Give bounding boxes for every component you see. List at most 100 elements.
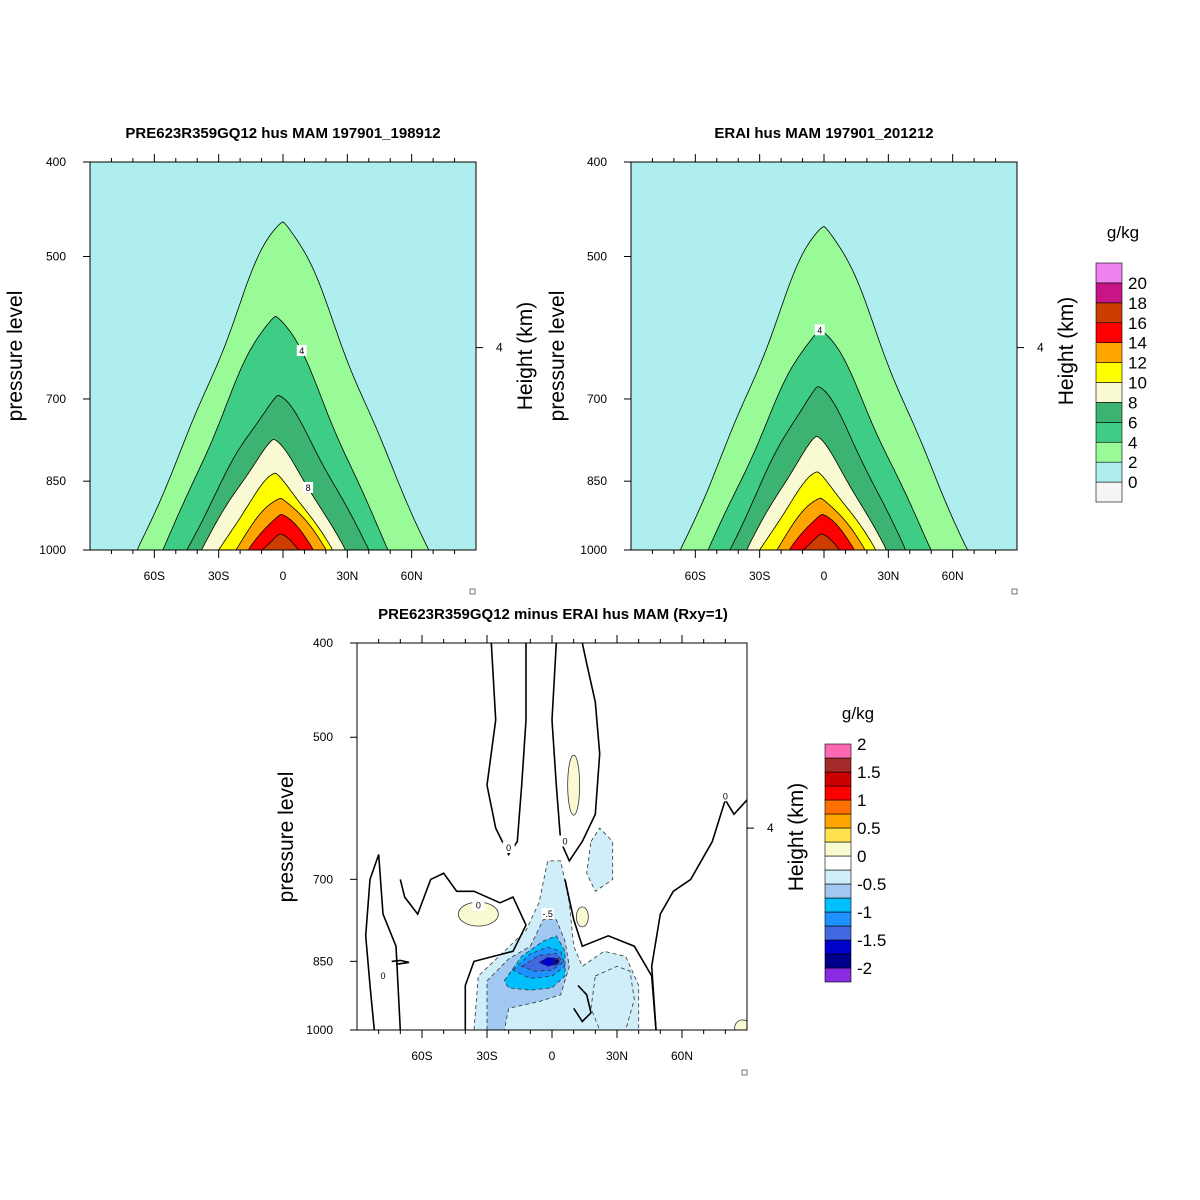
- contour-fill--0.25: [590, 965, 635, 1030]
- contour-label-bg: [377, 970, 389, 982]
- x-tick-label: 30S: [208, 569, 229, 583]
- axes: 60S 30S 0 30N 60N 400 500 700 850 1000 4: [580, 154, 1044, 583]
- axes: 60S 30S 0 30N 60N 400 500 700 850 1000 4: [306, 635, 774, 1063]
- contour-fill-14: [248, 513, 314, 550]
- y-tick-label: 700: [46, 392, 66, 406]
- x-tick-label: 30N: [877, 569, 899, 583]
- colorbar-box: [824, 785, 852, 801]
- zero-contour: [391, 959, 410, 966]
- contour-label-bg: [303, 481, 314, 493]
- corner-marker: [741, 1069, 748, 1076]
- colorbar-label: 2: [1128, 453, 1137, 472]
- contour-fill-16: [261, 533, 299, 550]
- colorbar-box: [1095, 362, 1123, 383]
- colorbar-title: g/kg: [1107, 223, 1139, 242]
- right-tick-label: 4: [1037, 341, 1044, 355]
- x-tick-label: 30N: [606, 1049, 628, 1063]
- colorbar-box: [824, 841, 852, 857]
- colorbar-label: 18: [1128, 294, 1147, 313]
- x-tick-label: 0: [549, 1049, 556, 1063]
- colorbar-box: [1095, 262, 1123, 284]
- y-axis-right-label: Height (km): [1055, 297, 1078, 406]
- zero-contour: [650, 797, 747, 1030]
- contour-label-bg: [814, 324, 825, 336]
- x-tick-label: 30S: [749, 569, 770, 583]
- contour-fill-14: [789, 513, 855, 550]
- x-tick-label: 60S: [411, 1049, 432, 1063]
- colorbar-box: [824, 897, 852, 913]
- colorbar-box: [824, 939, 852, 955]
- contour-fill--0.25: [586, 827, 614, 892]
- y-axis-label: pressure level: [546, 291, 569, 422]
- colorbar-label: 6: [1128, 413, 1137, 432]
- colorbar-box: [1095, 422, 1123, 443]
- y-tick-label: 400: [313, 636, 333, 650]
- colorbar-box: [824, 757, 852, 773]
- colorbar-box: [1095, 302, 1123, 324]
- y-axis-right-label: Height (km): [514, 302, 537, 411]
- colorbar-box: [824, 855, 852, 871]
- colorbar-box: [1095, 402, 1123, 423]
- colorbar-box: [824, 743, 852, 759]
- contour-fill-min: [552, 958, 560, 964]
- colorbar-box: [1095, 461, 1123, 483]
- right-tick-label: 4: [496, 341, 503, 355]
- contour-label: 0: [723, 791, 728, 801]
- contour-label-bg: [296, 344, 307, 356]
- panel-title: PRE623R359GQ12 hus MAM 197901_198912: [125, 125, 440, 142]
- colorbar-box: [824, 967, 852, 983]
- y-tick-label: 500: [587, 249, 607, 263]
- panel-title: ERAI hus MAM 197901_201212: [714, 125, 933, 142]
- contour-fill-0.25: [575, 906, 589, 928]
- colorbar-label: 1.5: [857, 763, 881, 782]
- panel-erai: ERAI hus MAM 197901_201212 4 60S 30S 0 30N 6…: [546, 125, 1078, 595]
- colorbar-label: -1.5: [857, 931, 886, 950]
- y-axis-label: pressure level: [4, 291, 27, 422]
- colorbar-label: 12: [1128, 354, 1147, 373]
- colorbar-label: 14: [1128, 334, 1147, 353]
- colorbar-box: [1095, 382, 1123, 403]
- contour-label: 0: [562, 837, 567, 847]
- colorbar-label: 4: [1128, 433, 1137, 452]
- contour-field: 48: [90, 162, 476, 550]
- panel-difference: PRE623R359GQ12 minus ERAI hus MAM (Rxy=1…: [275, 606, 808, 1076]
- contour-label-bg: [719, 790, 732, 802]
- x-tick-label: 60S: [144, 569, 165, 583]
- x-tick-label: 60N: [401, 569, 423, 583]
- y-tick-label: 400: [46, 155, 66, 169]
- y-tick-label: 700: [313, 872, 333, 886]
- axes: 60S 30S 0 30N 60N 400 500 700 850 1000 4: [39, 154, 503, 583]
- colorbar-label: -1: [857, 903, 872, 922]
- colorbar-box: [1095, 342, 1123, 363]
- panel-title: PRE623R359GQ12 minus ERAI hus MAM (Rxy=1…: [378, 606, 728, 623]
- colorbar-box: [1095, 481, 1123, 503]
- zero-contour: [486, 643, 527, 857]
- colorbar-box: [824, 911, 852, 927]
- contour-fill-0.25: [567, 754, 581, 816]
- contour-label: 4: [299, 346, 304, 356]
- colorbar-label: 10: [1128, 374, 1147, 393]
- contour-label: 0: [506, 843, 511, 853]
- colorbar-box: [824, 883, 852, 899]
- colorbar-box: [824, 953, 852, 969]
- colorbar-label: 2: [857, 735, 866, 754]
- x-tick-label: 60S: [685, 569, 706, 583]
- x-tick-label: 60N: [942, 569, 964, 583]
- y-tick-label: 850: [313, 954, 333, 968]
- contour-label: 4: [817, 325, 822, 335]
- y-tick-label: 400: [587, 155, 607, 169]
- y-tick-label: 850: [46, 474, 66, 488]
- y-axis-label: pressure level: [275, 772, 298, 903]
- colorbar-title: g/kg: [842, 704, 874, 723]
- contour-field: 4: [631, 162, 1017, 550]
- contour-field: 0 0 0 0 -.5 0: [357, 643, 747, 1030]
- contour-label: 8: [306, 483, 311, 493]
- corner-marker: [1011, 588, 1018, 595]
- colorbar-box: [824, 799, 852, 815]
- colorbar-label: 20: [1128, 274, 1147, 293]
- colorbar-label: 0: [1128, 473, 1137, 492]
- colorbar-label: -0.5: [857, 875, 886, 894]
- colorbar-box: [824, 827, 852, 843]
